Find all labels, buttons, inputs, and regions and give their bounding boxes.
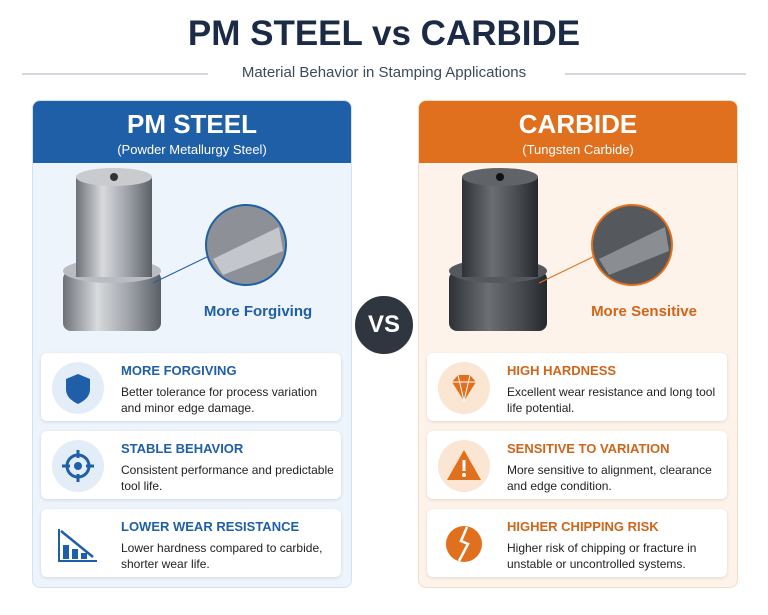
crack-icon <box>446 526 482 562</box>
pin-illustration <box>63 168 287 331</box>
feature-text: Consistent performance and predictable t… <box>121 463 334 493</box>
warning-icon <box>438 440 490 492</box>
panel-subtitle: (Tungsten Carbide) <box>522 142 634 157</box>
feature-text: More sensitive to alignment, clearance a… <box>507 463 712 493</box>
chart-icon <box>58 529 97 562</box>
panel-title: PM STEEL <box>126 109 257 139</box>
pin-illustration <box>449 168 673 331</box>
panel-header: CARBIDE (Tungsten Carbide) <box>419 101 737 163</box>
feature-card: LOWER WEAR RESISTANCE Lower hardness com… <box>41 509 341 577</box>
feature-card: SENSITIVE TO VARIATION More sensitive to… <box>427 431 727 499</box>
feature-text: Higher risk of chipping or fracture in u… <box>507 541 697 571</box>
feature-title: HIGH HARDNESS <box>507 363 617 378</box>
target-icon <box>52 440 104 492</box>
feature-card: HIGH HARDNESS Excellent wear resistance … <box>427 353 727 421</box>
diamond-icon <box>438 362 490 414</box>
callout: More Sensitive <box>591 303 697 320</box>
shield-icon <box>52 362 104 414</box>
panel-title: CARBIDE <box>518 109 638 139</box>
page-title: PM STEEL vs CARBIDE <box>187 14 581 53</box>
feature-title: MORE FORGIVING <box>121 363 237 378</box>
feature-card: MORE FORGIVING Better tolerance for proc… <box>41 353 341 421</box>
callout: More Forgiving <box>203 303 313 320</box>
feature-text: Lower hardness compared to carbide, shor… <box>121 541 323 571</box>
feature-card: STABLE BEHAVIOR Consistent performance a… <box>41 431 341 499</box>
feature-title: SENSITIVE TO VARIATION <box>507 441 670 456</box>
pm-steel-panel: PM STEEL (Powder Metallurgy Steel) More … <box>32 100 352 588</box>
panel-subtitle: (Powder Metallurgy Steel) <box>117 142 267 157</box>
panel-header: PM STEEL (Powder Metallurgy Steel) <box>33 101 351 163</box>
feature-text: Better tolerance for process variation a… <box>121 385 318 415</box>
vs-badge: VS <box>352 293 416 357</box>
carbide-panel: CARBIDE (Tungsten Carbide) More Sensitiv… <box>418 100 738 588</box>
feature-text: Excellent wear resistance and long tool … <box>507 385 716 415</box>
feature-title: HIGHER CHIPPING RISK <box>507 519 659 534</box>
page-subtitle: Material Behavior in Stamping Applicatio… <box>241 64 527 81</box>
feature-title: LOWER WEAR RESISTANCE <box>121 519 300 534</box>
feature-title: STABLE BEHAVIOR <box>121 441 244 456</box>
feature-card: HIGHER CHIPPING RISK Higher risk of chip… <box>427 509 727 577</box>
